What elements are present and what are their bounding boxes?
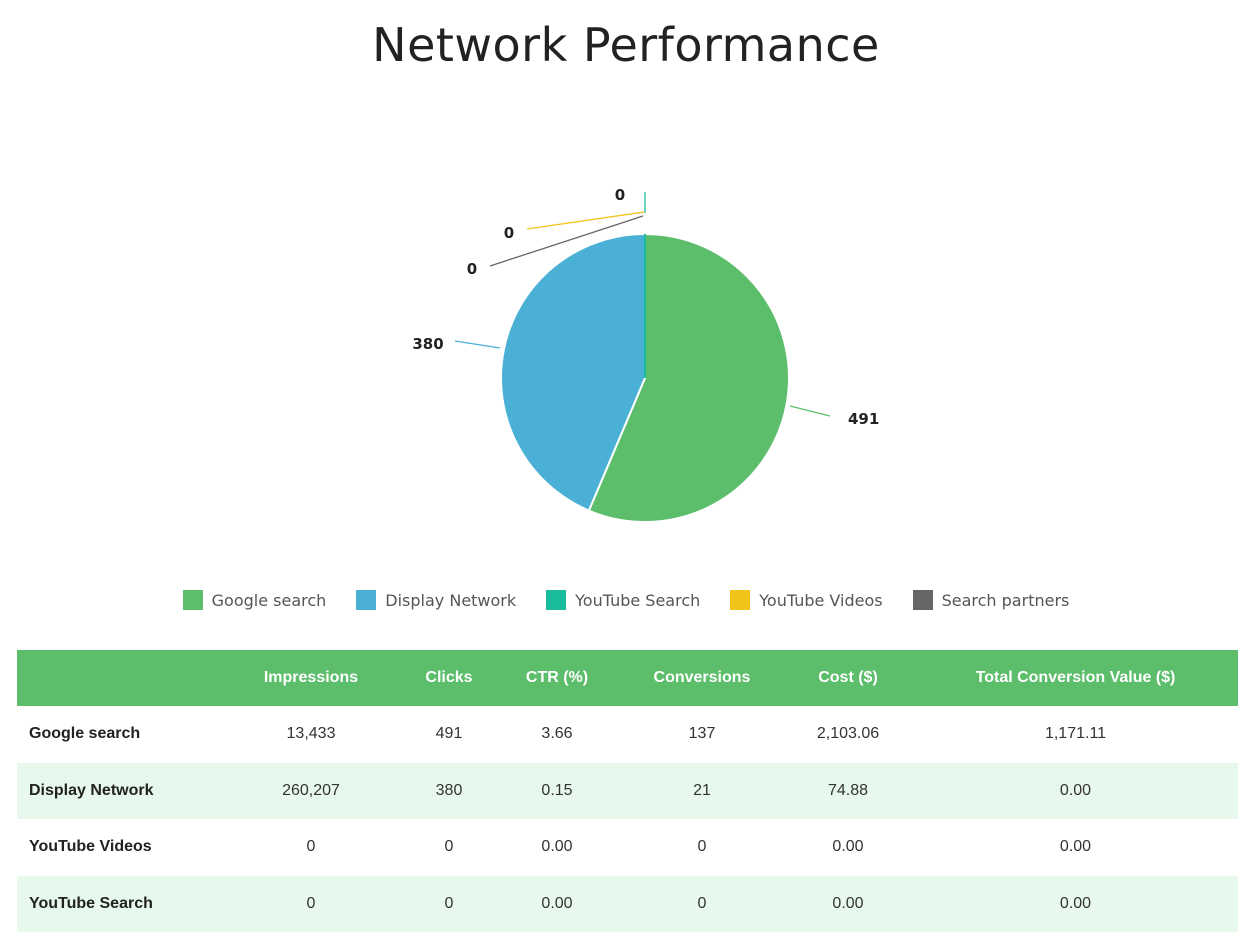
pie-label-search-partners: 0 xyxy=(467,260,477,278)
pie-label-youtube-videos: 0 xyxy=(504,224,514,242)
table-row: Display Network 260,207 380 0.15 21 74.88 0.00 xyxy=(17,762,1238,819)
table-cell: 0 xyxy=(697,838,707,856)
column-header: Clicks xyxy=(425,669,473,686)
column-header: Impressions xyxy=(263,669,359,686)
page-title: Network Performance xyxy=(372,18,880,72)
table-cell: 2,103.06 xyxy=(816,725,880,743)
pie-label-youtube-search: 0 xyxy=(615,186,625,204)
table-cell: 0.00 xyxy=(541,838,573,856)
table-cell: 0.00 xyxy=(1059,838,1092,856)
pie-chart: 491 380 0 0 0 xyxy=(412,186,879,523)
pie-leader-search-partners xyxy=(489,215,644,267)
table-cell: 0 xyxy=(444,838,454,856)
row-label: YouTube Search xyxy=(29,894,153,912)
legend-label: Google search xyxy=(211,590,327,610)
legend-item-youtube-videos[interactable]: YouTube Videos xyxy=(730,590,883,610)
table-cell: 21 xyxy=(693,781,711,799)
table-cell: 13,433 xyxy=(286,725,336,743)
column-header: Cost ($) xyxy=(818,669,878,686)
legend-item-google-search[interactable]: Google search xyxy=(182,590,327,610)
legend-label: Search partners xyxy=(941,590,1070,610)
pie-label-google-search: 491 xyxy=(848,410,879,428)
legend-swatch xyxy=(912,590,933,610)
pie-label-display-network: 380 xyxy=(412,335,443,353)
column-header xyxy=(17,650,217,706)
column-header: CTR (%) xyxy=(525,669,589,686)
chart-legend: Google search Display Network YouTube Sear… xyxy=(0,590,1252,610)
legend-swatch xyxy=(546,590,567,610)
pie-slice-google-search xyxy=(587,232,790,523)
table-cell: 0.00 xyxy=(541,894,573,912)
pie-leader-google-search xyxy=(789,405,831,417)
table-cell: 380 xyxy=(435,781,463,799)
legend-item-display-network[interactable]: Display Network xyxy=(356,590,516,610)
legend-swatch xyxy=(182,590,203,610)
row-label: YouTube Videos xyxy=(29,838,152,856)
legend-label: Display Network xyxy=(385,590,517,610)
table-cell: 74.88 xyxy=(827,781,869,799)
table-cell: 0 xyxy=(306,894,316,912)
table-cell: 0.00 xyxy=(832,838,864,856)
table-cell: 491 xyxy=(435,725,463,743)
column-header: Conversions xyxy=(653,669,751,686)
legend-swatch xyxy=(730,590,751,610)
pie-leader-youtube-videos xyxy=(526,211,645,230)
table-row: Google search 13,433 491 3.66 137 2,103.06 1,1… xyxy=(17,706,1238,763)
table-cell: 137 xyxy=(688,725,716,743)
table-row: YouTube Videos 0 0 0.00 0 0.00 0.00 xyxy=(17,819,1238,876)
table-cell: 0.00 xyxy=(1059,781,1092,799)
network-stats-table: Impressions Clicks CTR (%) Conversions Cost … xyxy=(17,650,1238,932)
table-cell: 0.00 xyxy=(832,894,864,912)
legend-label: YouTube Search xyxy=(575,590,701,610)
legend-item-youtube-search[interactable]: YouTube Search xyxy=(546,590,700,610)
pie-slice-display-network xyxy=(500,232,646,512)
table-cell: 0 xyxy=(306,838,316,856)
table-cell: 0 xyxy=(697,894,707,912)
table-cell: 3.66 xyxy=(541,725,573,743)
row-label: Google search xyxy=(29,725,141,743)
legend-item-search-partners[interactable]: Search partners xyxy=(912,590,1070,610)
legend-swatch xyxy=(356,590,377,610)
row-label: Display Network xyxy=(29,781,154,799)
pie-leader-display-network xyxy=(454,340,501,349)
table-cell: 1,171.11 xyxy=(1044,725,1107,743)
table-cell: 260,207 xyxy=(282,781,340,799)
legend-label: YouTube Videos xyxy=(759,590,883,610)
table-row: YouTube Search 0 0 0.00 0 0.00 0.00 xyxy=(17,875,1238,932)
column-header: Total Conversion Value ($) xyxy=(975,669,1176,686)
table-cell: 0.15 xyxy=(541,781,573,799)
table-cell: 0.00 xyxy=(1059,894,1092,912)
table-header-row: Impressions Clicks CTR (%) Conversions Cost … xyxy=(17,650,1238,706)
table-cell: 0 xyxy=(444,894,454,912)
